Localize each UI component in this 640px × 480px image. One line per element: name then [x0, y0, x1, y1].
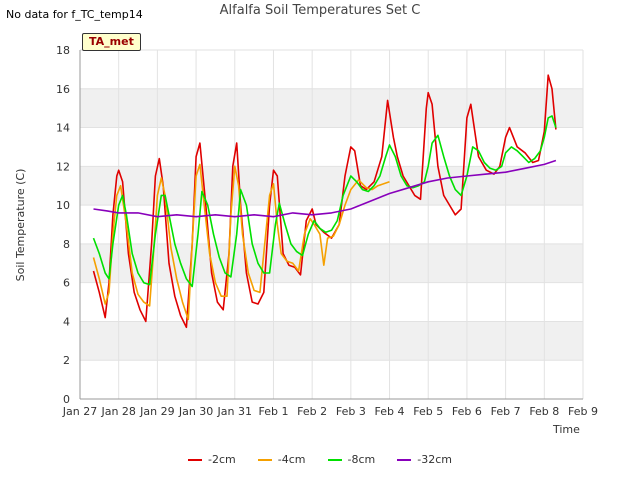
- y-tick-label: 18: [56, 44, 70, 57]
- legend-item: -32cm: [397, 453, 452, 466]
- grid-band: [80, 321, 583, 361]
- x-tick-label: Feb 3: [336, 405, 366, 418]
- legend: -2cm -4cm -8cm -32cm: [0, 453, 640, 466]
- grid-band: [80, 88, 583, 128]
- chart-title: Alfalfa Soil Temperatures Set C: [219, 3, 421, 18]
- legend-swatch: [257, 458, 272, 461]
- legend-item: -2cm: [188, 453, 236, 466]
- x-tick-label: Feb 9: [568, 405, 598, 418]
- x-tick-label: Feb 2: [297, 405, 327, 418]
- x-tick-label: Jan 27: [62, 405, 97, 418]
- legend-item: -8cm: [327, 453, 376, 466]
- legend-label: -2cm: [208, 453, 236, 466]
- x-tick-label: Jan 31: [217, 405, 252, 418]
- series-line-neg8cm: [92, 115, 557, 288]
- legend-item: -4cm: [257, 453, 306, 466]
- y-tick-label: 4: [63, 315, 70, 328]
- legend-swatch: [397, 458, 412, 461]
- series-line-neg32cm: [93, 159, 557, 218]
- series-line-neg4cm: [92, 163, 390, 321]
- legend-swatch: [327, 458, 342, 461]
- y-tick-label: 8: [63, 238, 70, 251]
- no-data-notice: No data for f_TC_temp14: [6, 8, 143, 21]
- x-tick-label: Jan 29: [139, 405, 174, 418]
- legend-label: -8cm: [347, 453, 376, 466]
- y-tick-label: 2: [63, 354, 70, 367]
- x-tick-label: Jan 28: [100, 405, 135, 418]
- y-tick-label: 10: [56, 199, 70, 212]
- grid-band: [80, 243, 583, 283]
- x-tick-label: Feb 6: [452, 405, 482, 418]
- y-tick-label: 16: [56, 83, 70, 96]
- y-tick-label: 6: [63, 277, 70, 290]
- x-tick-label: Feb 4: [375, 405, 405, 418]
- legend-swatch: [188, 458, 203, 461]
- x-tick-label: Jan 30: [178, 405, 213, 418]
- x-axis-label: Time: [553, 423, 580, 436]
- x-tick-label: Feb 5: [413, 405, 443, 418]
- x-tick-label: Feb 1: [258, 405, 288, 418]
- x-tick-label: Feb 7: [491, 405, 521, 418]
- ta-met-badge: TA_met: [82, 33, 141, 51]
- y-tick-label: 12: [56, 160, 70, 173]
- y-tick-label: 14: [56, 122, 70, 135]
- legend-label: -4cm: [277, 453, 306, 466]
- legend-label: -32cm: [417, 453, 452, 466]
- x-tick-label: Feb 8: [529, 405, 559, 418]
- y-tick-label: 0: [63, 393, 70, 406]
